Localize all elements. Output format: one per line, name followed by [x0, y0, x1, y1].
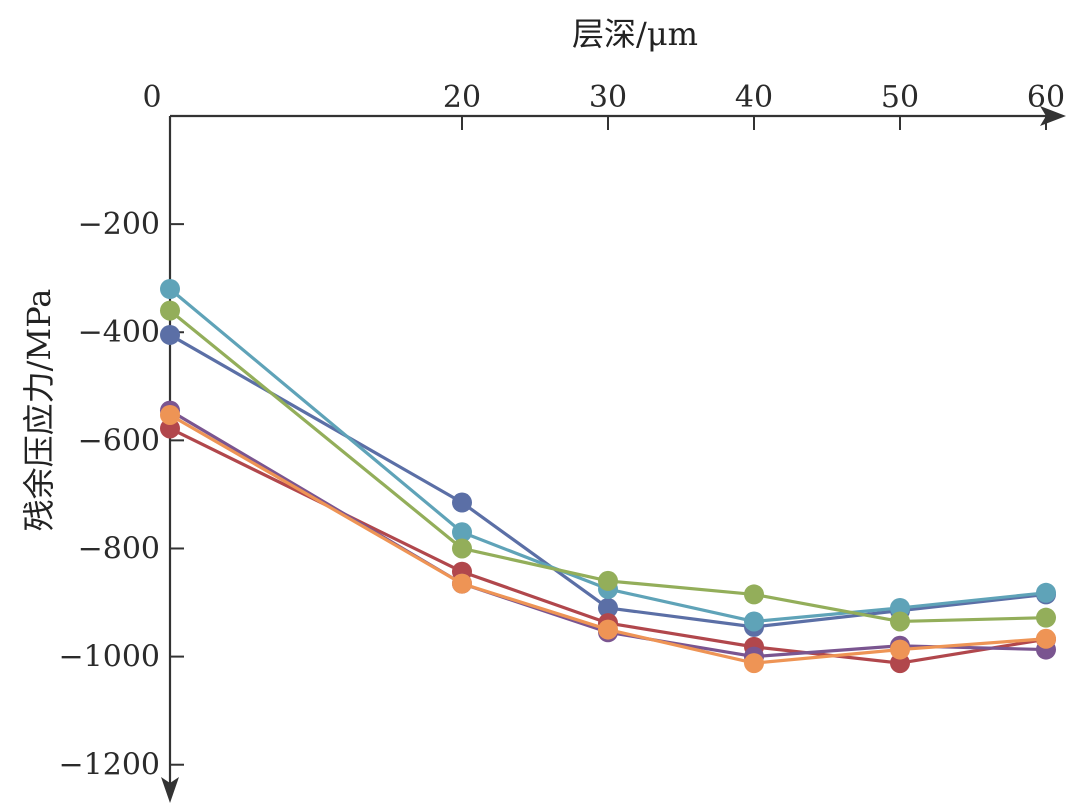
- series-3: [160, 300, 1056, 632]
- data-point: [598, 619, 618, 640]
- y-axis-arrow: [161, 777, 179, 803]
- data-point: [744, 584, 764, 605]
- series-2: [160, 278, 1056, 632]
- data-point: [160, 300, 180, 321]
- y-axis-title: 残余压应力/MPa: [20, 289, 58, 532]
- data-point: [1036, 628, 1056, 649]
- y-ticks: −200 −400 −600 −800 −1000 −1200: [59, 207, 184, 783]
- data-point: [744, 611, 764, 632]
- data-point: [1036, 607, 1056, 628]
- y-tick-label: −800: [78, 531, 160, 566]
- data-point: [160, 404, 180, 425]
- x-tick-label: 60: [1027, 80, 1065, 115]
- data-point: [598, 570, 618, 591]
- data-point: [160, 324, 180, 345]
- y-tick-label: −1000: [59, 640, 160, 675]
- series-line: [168, 309, 1048, 624]
- data-point: [890, 611, 910, 632]
- y-tick-label: −600: [78, 423, 160, 458]
- series-line: [168, 287, 1048, 624]
- x-tick-label: 20: [443, 80, 481, 115]
- x-tick-label: 50: [881, 80, 919, 115]
- data-point: [1036, 582, 1056, 603]
- data-point: [452, 492, 472, 513]
- x-tick-label: 0: [142, 80, 161, 115]
- series-6: [160, 404, 1056, 674]
- data-point: [890, 639, 910, 660]
- x-axis-title: 层深/μm: [572, 15, 698, 53]
- x-tick-label: 30: [589, 80, 627, 115]
- data-point: [452, 522, 472, 543]
- x-ticks: 0203040506070: [142, 80, 1065, 130]
- series-group: [160, 278, 1056, 674]
- data-point: [744, 653, 764, 674]
- x-tick-label: 40: [735, 80, 773, 115]
- series-line: [168, 333, 1048, 629]
- y-tick-label: −400: [78, 315, 160, 350]
- y-tick-label: −1200: [59, 748, 160, 783]
- data-point: [452, 538, 472, 559]
- y-tick-label: −200: [78, 207, 160, 242]
- series-line: [168, 426, 1048, 665]
- data-point: [160, 278, 180, 299]
- series-line: [168, 413, 1048, 665]
- data-point: [452, 573, 472, 594]
- data-point: [598, 597, 618, 618]
